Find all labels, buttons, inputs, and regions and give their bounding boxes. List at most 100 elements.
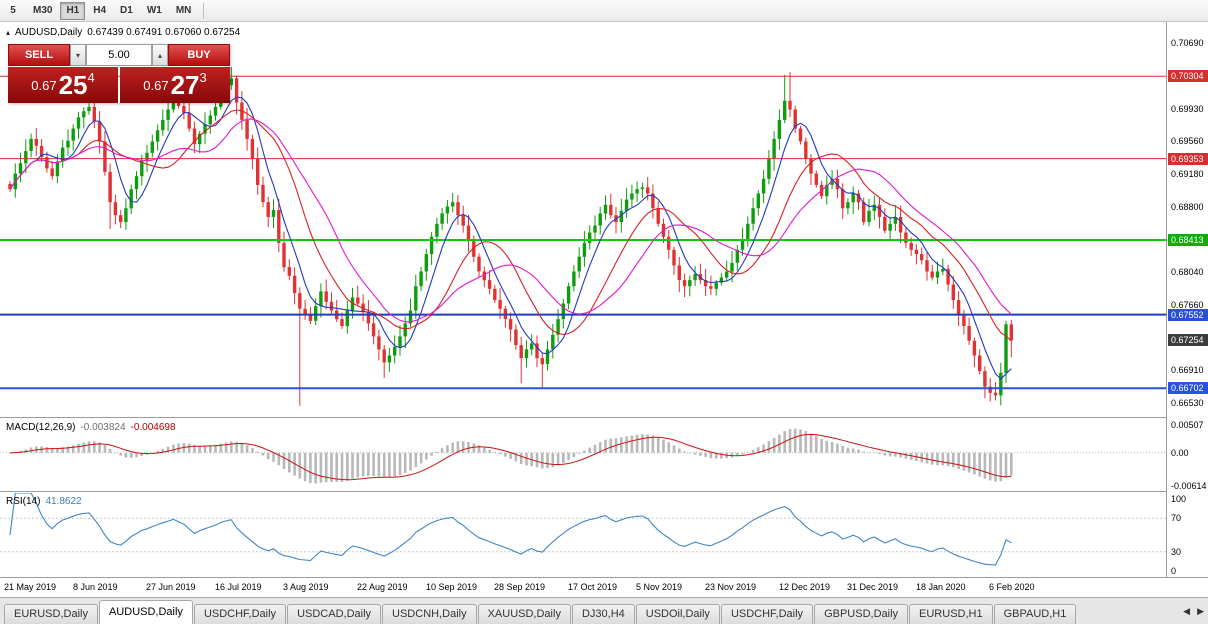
price-tick-label: 0.67660 [1171,300,1204,310]
price-tick-label: 0.68800 [1171,202,1204,212]
pane-separator[interactable] [0,417,1208,418]
chart-tab-gbpaud-h1[interactable]: GBPAUD,H1 [993,604,1077,624]
date-tick-label: 23 Nov 2019 [705,582,757,592]
candlestick-chart[interactable] [0,22,1166,417]
price-line-label: 0.70304 [1168,70,1208,82]
price-axis[interactable]: 0.70690 0.69930 0.69560 0.69180 0.68800 0.680… [1166,22,1208,577]
price-line-label: 0.68413 [1168,234,1208,246]
rsi-axis-label: 0 [1171,566,1177,576]
chart-tab-usdcnh-daily[interactable]: USDCNH,Daily [382,604,477,624]
date-tick-label: 17 Oct 2019 [568,582,618,592]
rsi-axis-label: 30 [1171,547,1182,557]
timeframe-button-d1[interactable]: D1 [120,5,133,16]
macd-axis-label: 0.00 [1171,448,1189,458]
buy-price-display[interactable]: 0.67 27 3 [120,67,230,103]
sell-button[interactable]: SELL [8,44,70,66]
price-line-label: 0.69353 [1168,153,1208,165]
timeframe-button-mn[interactable]: MN [175,5,192,16]
timeframe-button-w1[interactable]: W1 [146,5,162,16]
lot-size-input[interactable] [87,45,151,65]
price-tick-label: 0.69560 [1171,136,1204,146]
main-chart-pane[interactable]: ▴ AUDUSD,Daily 0.67439 0.67491 0.67060 0… [0,22,1166,417]
macd-chart[interactable] [0,419,1166,491]
chart-symbol-label: AUDUSD,Daily [15,27,83,38]
timeframe-button-h4[interactable]: H4 [93,5,107,16]
price-tick-label: 0.70690 [1171,38,1204,48]
tab-scroll-left-button[interactable]: ◀ [1183,606,1191,616]
date-tick-label: 3 Aug 2019 [283,582,329,592]
date-tick-label: 16 Jul 2019 [215,582,262,592]
current-price-label: 0.67254 [1168,334,1208,346]
date-tick-label: 27 Jun 2019 [146,582,196,592]
chart-tabs: EURUSD,Daily AUDUSD,Daily USDCHF,Daily USDC… [4,600,1077,624]
buy-price-big-figure: 0.67 [143,77,169,93]
timeframe-buttons: 5 M30 H1 H4 D1 W1 MN [0,0,198,21]
chart-tab-usdchf-daily[interactable]: USDCHF,Daily [193,604,287,624]
price-tick-label: 0.69180 [1171,169,1204,179]
date-tick-label: 22 Aug 2019 [357,582,408,592]
date-tick-label: 6 Feb 2020 [989,582,1035,592]
timeframe-button-5[interactable]: 5 [10,5,16,16]
one-click-trading-panel: SELL ▾ ▴ BUY 0.67 25 4 0.67 27 3 [8,44,230,103]
timeframe-button-m30[interactable]: M30 [33,5,53,16]
rsi-chart[interactable] [0,493,1166,577]
rsi-label: RSI(14) 41.8622 [6,496,82,507]
sell-price-display[interactable]: 0.67 25 4 [8,67,118,103]
sell-price-big-figure: 0.67 [31,77,57,93]
macd-label: MACD(12,26,9) -0.003824 -0.004698 [6,422,176,433]
pane-separator[interactable] [0,491,1208,492]
macd-axis-label: -0.00614 [1171,481,1207,491]
macd-main-value: -0.003824 [80,422,126,433]
rsi-indicator-pane[interactable]: RSI(14) 41.8622 [0,493,1166,577]
chart-tab-usdcad-daily[interactable]: USDCAD,Daily [287,604,382,624]
buy-button[interactable]: BUY [168,44,230,66]
sell-price-point: 4 [87,70,95,85]
chart-ohlc-values: 0.67439 0.67491 0.67060 0.67254 [87,27,241,38]
timeframe-toolbar: 5 M30 H1 H4 D1 W1 MN [0,0,1208,22]
price-line-label: 0.67552 [1168,309,1208,321]
buy-price-pips: 27 [170,70,200,100]
chart-tab-eurusd-daily[interactable]: EURUSD,Daily [4,604,98,624]
collapse-icon[interactable]: ▴ [6,28,11,37]
tab-scroll-controls: ◀ ▶ [1183,606,1204,617]
price-tick-label: 0.66910 [1171,365,1204,375]
macd-signal-value: -0.004698 [130,422,176,433]
date-tick-label: 18 Jan 2020 [916,582,966,592]
rsi-axis-label: 100 [1171,494,1187,504]
date-tick-label: 8 Jun 2019 [73,582,118,592]
chart-tab-bar: EURUSD,Daily AUDUSD,Daily USDCHF,Daily USDC… [0,597,1208,624]
timeframe-button-h1[interactable]: H1 [60,1,86,20]
chart-tab-eurusd-h1[interactable]: EURUSD,H1 [909,604,993,624]
date-tick-label: 31 Dec 2019 [847,582,899,592]
date-tick-label: 5 Nov 2019 [636,582,683,592]
date-tick-label: 21 May 2019 [4,582,57,592]
macd-name: MACD(12,26,9) [6,422,76,433]
sell-price-pips: 25 [58,70,88,100]
chart-tab-dj30-h4[interactable]: DJ30,H4 [571,604,635,624]
tab-scroll-right-button[interactable]: ▶ [1197,606,1204,616]
macd-axis-label: 0.00507 [1171,420,1204,430]
chart-tab-audusd-daily[interactable]: AUDUSD,Daily [98,600,193,624]
pane-separator [0,577,1208,578]
lot-size-field-wrap [86,44,152,66]
lot-increase-button[interactable]: ▴ [152,44,168,66]
rsi-name: RSI(14) [6,496,41,507]
price-line-label: 0.66702 [1168,382,1208,394]
price-tick-label: 0.69930 [1171,104,1204,114]
buy-price-point: 3 [199,70,207,85]
rsi-axis-label: 70 [1171,513,1182,523]
rsi-value: 41.8622 [45,496,82,507]
price-tick-label: 0.68040 [1171,267,1204,277]
chart-tab-gbpusd-daily[interactable]: GBPUSD,Daily [814,604,909,624]
price-tick-label: 0.66530 [1171,398,1204,408]
lot-decrease-button[interactable]: ▾ [70,44,86,66]
chart-header: ▴ AUDUSD,Daily 0.67439 0.67491 0.67060 0… [6,27,240,38]
chart-tab-xauusd-daily[interactable]: XAUUSD,Daily [477,604,571,624]
chart-tab-usdchf-daily[interactable]: USDCHF,Daily [720,604,814,624]
chart-tab-usdoil-daily[interactable]: USDOil,Daily [635,604,720,624]
toolbar-separator [203,2,205,19]
macd-indicator-pane[interactable]: MACD(12,26,9) -0.003824 -0.004698 [0,419,1166,491]
date-axis[interactable]: 21 May 2019 8 Jun 2019 27 Jun 2019 16 Jul 2… [0,578,1208,597]
date-tick-label: 12 Dec 2019 [779,582,831,592]
date-tick-label: 28 Sep 2019 [494,582,546,592]
